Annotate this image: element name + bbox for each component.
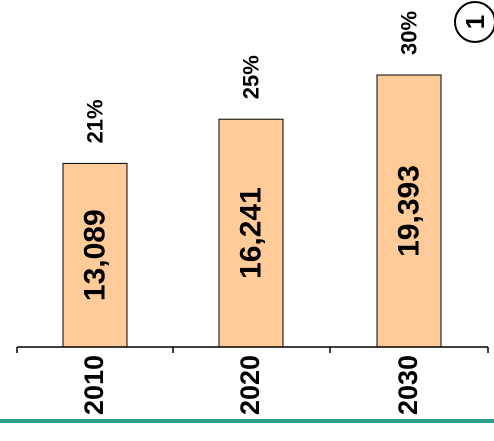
bars-layer [62,74,442,348]
bar-2020 [218,118,284,348]
bar-value-label: 19,393 [393,165,426,257]
bar-value-label: 13,089 [79,209,112,301]
bar-2010 [62,162,128,348]
x-tick-label: 2020 [235,355,265,415]
badge-circle [454,1,494,43]
bar-percent-label: 25% [239,55,264,99]
x-tick-label: 2010 [79,355,109,415]
axis-layer [16,346,489,353]
labels-layer: 13,089 21% 2010 16,241 25% 2020 19,393 30% 2030 [79,11,426,415]
badge-number: 1 [460,15,490,29]
bar-percent-label: 30% [397,11,422,55]
bottom-rule [0,419,494,423]
bar-value-label: 16,241 [235,187,268,279]
bar-percent-label: 21% [83,99,108,143]
x-tick-label: 2030 [393,355,423,415]
bar-2030 [376,74,442,348]
number-badge: 1 [454,1,494,43]
